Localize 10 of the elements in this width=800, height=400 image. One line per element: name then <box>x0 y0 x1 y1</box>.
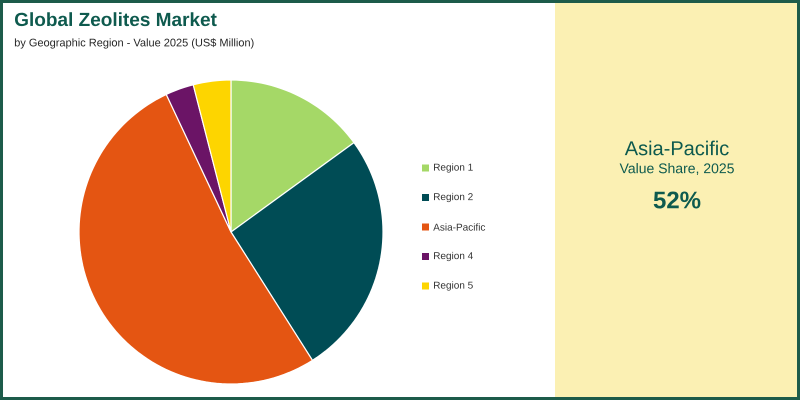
text: 52% <box>654 192 700 208</box>
chart-subtitle: by Geographic Region - Value 2025 (US$ Million) <box>14 38 254 49</box>
legend-label: Asia-Pacific <box>433 223 486 231</box>
legend-label: Region 1 <box>434 163 473 173</box>
chart-title: Global Zeolites Market <box>14 12 217 26</box>
text: Asia-Pacific <box>624 140 729 156</box>
legend-label: Region 5 <box>434 281 473 291</box>
text: Value Share, 2025 <box>620 163 734 175</box>
legend-label: Region 4 <box>434 252 473 262</box>
legend-label: Region 2 <box>434 192 473 202</box>
